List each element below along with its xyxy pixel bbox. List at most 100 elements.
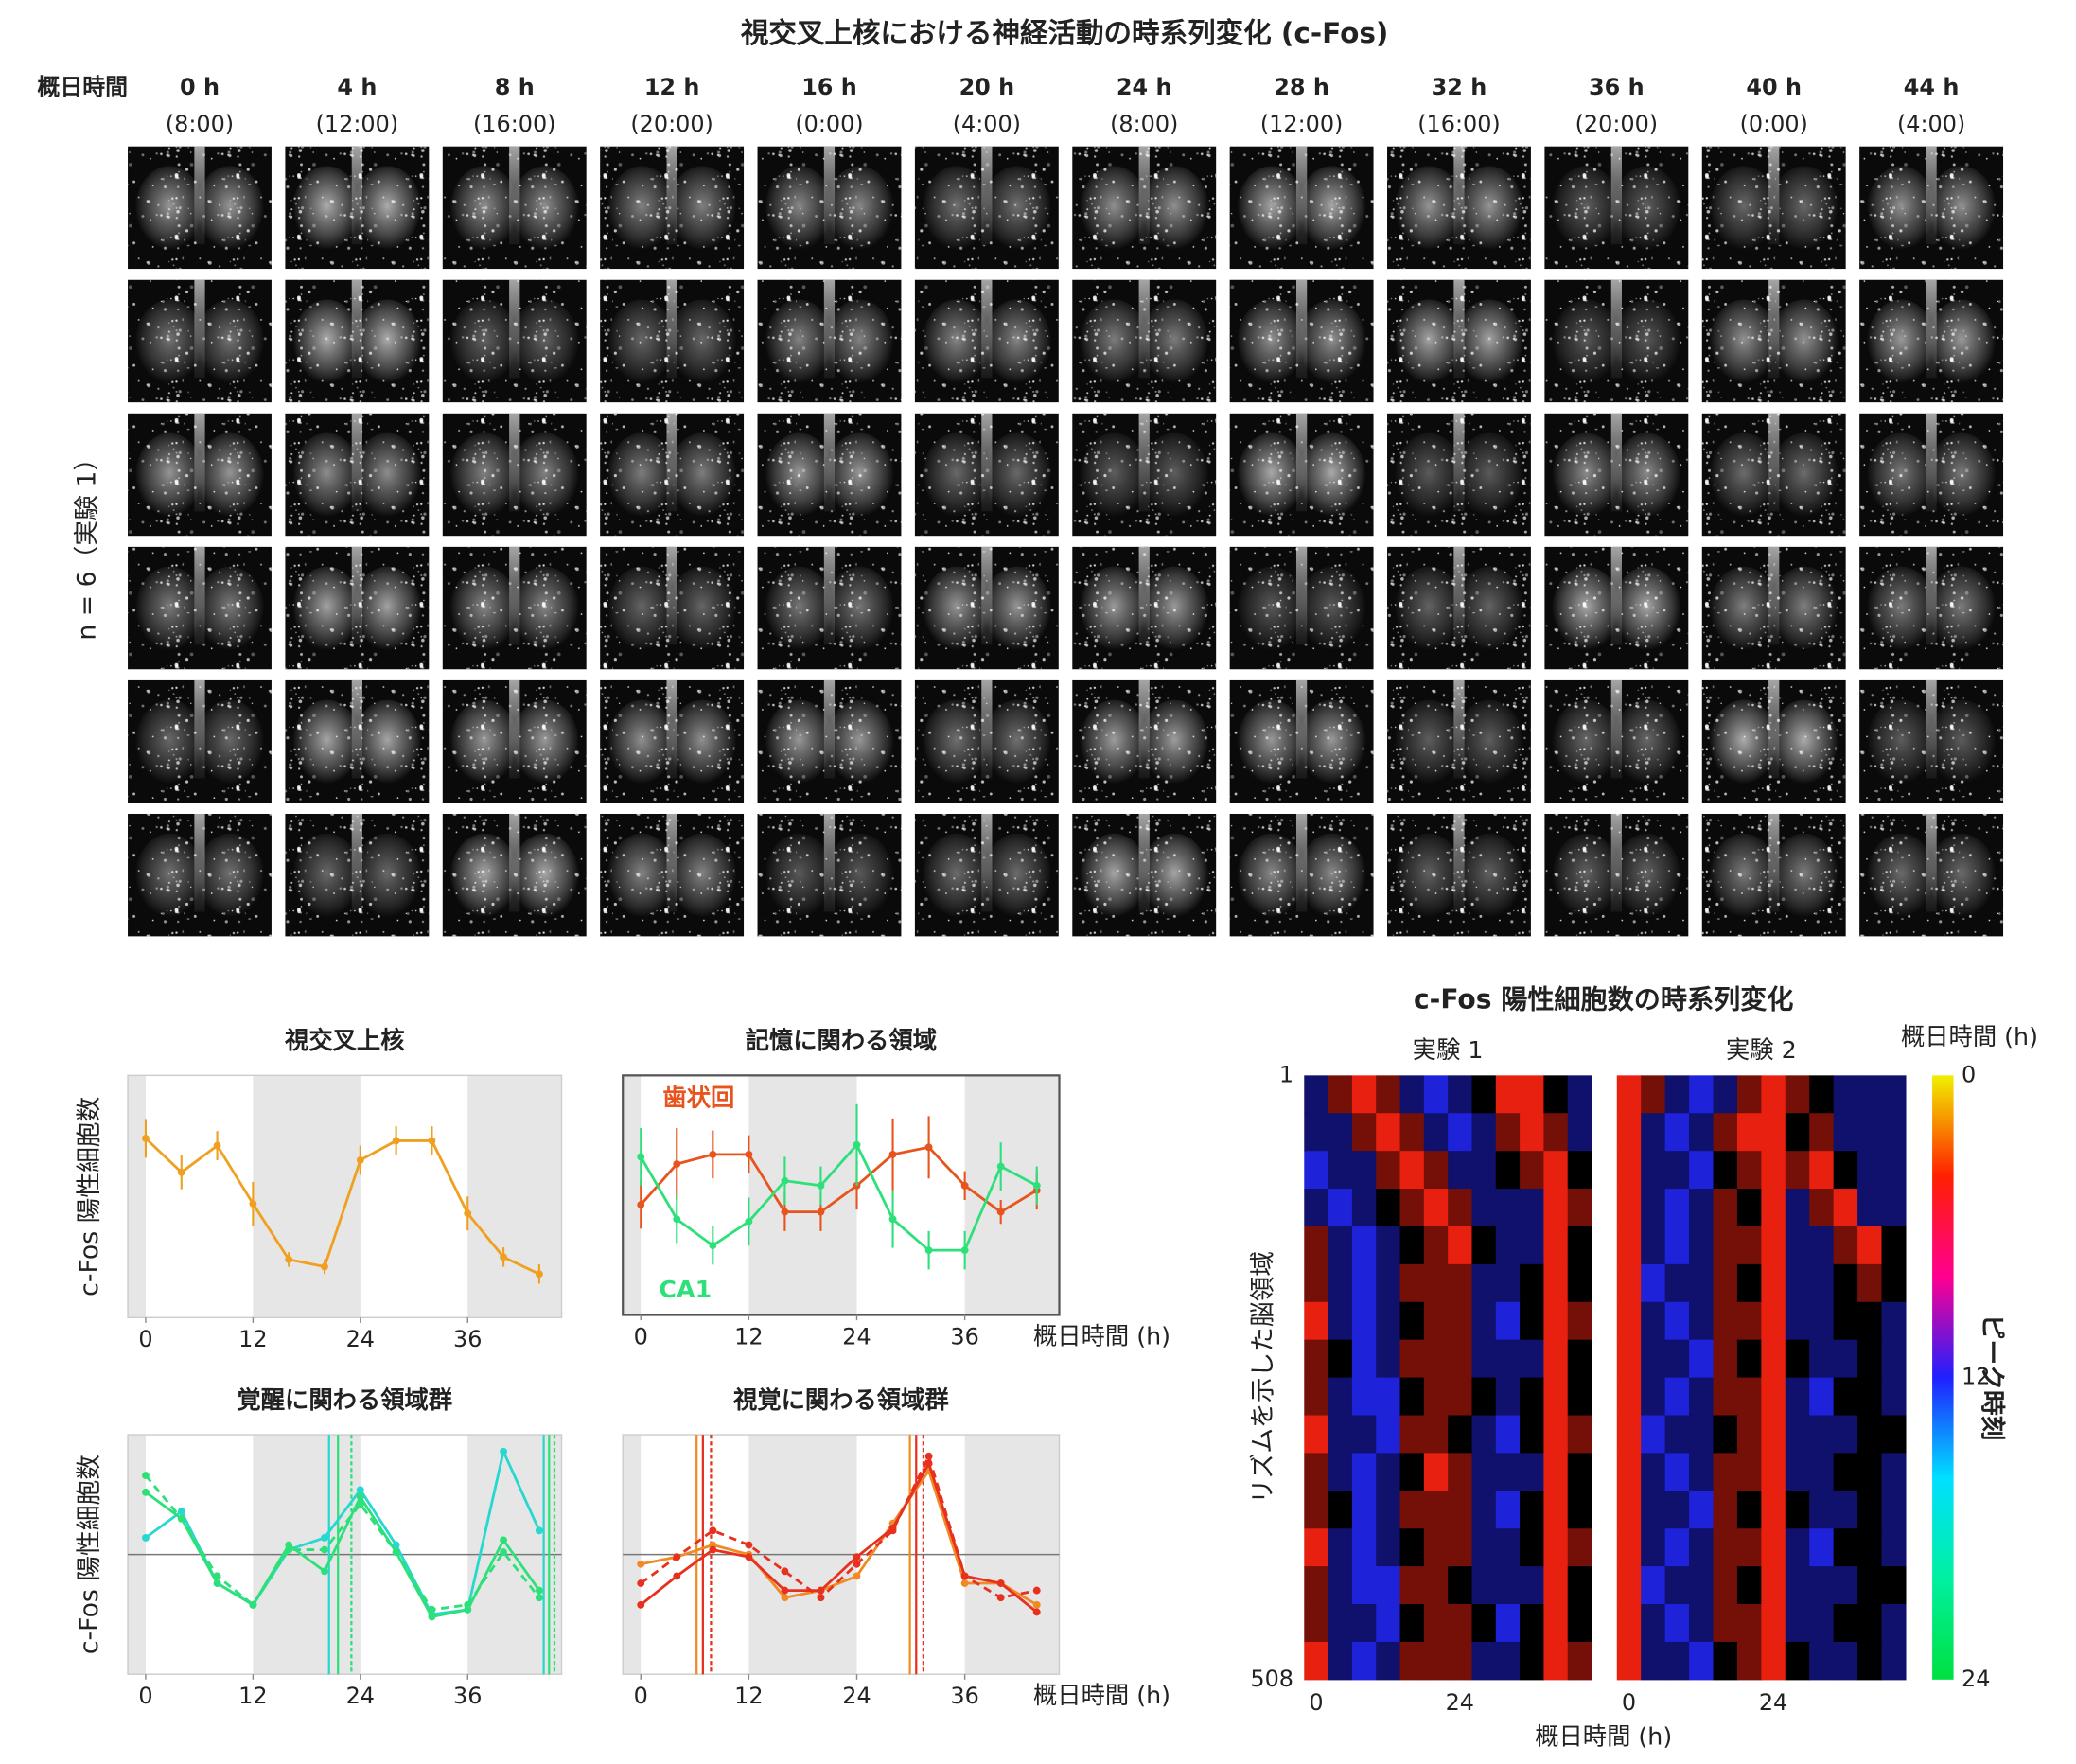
- series-line: [640, 1142, 1038, 1252]
- heat-cell: [1543, 1151, 1569, 1190]
- x-tick-label: 24: [842, 1683, 871, 1709]
- figure-title: 視交叉上核における神経活動の時系列変化 (c-Fos): [741, 17, 1389, 49]
- series-line: [144, 1137, 540, 1276]
- heat-cell: [1520, 1189, 1544, 1227]
- heat-cell: [1641, 1604, 1666, 1643]
- heat-cell: [1857, 1641, 1883, 1681]
- heat-cell: [1351, 1453, 1377, 1491]
- heat-cell: [1520, 1113, 1544, 1152]
- speckles: [442, 279, 587, 403]
- series-line: [640, 1145, 1038, 1214]
- x-tick-label: 24: [842, 1323, 871, 1349]
- heat-cell: [1833, 1113, 1858, 1152]
- speckles: [757, 679, 902, 803]
- heat-cell: [1713, 1301, 1738, 1341]
- data-point: [960, 1246, 969, 1255]
- heat-cell: [1376, 1189, 1401, 1227]
- column-clock: (12:00): [316, 111, 399, 137]
- heat-cell: [1689, 1339, 1715, 1379]
- heat-cell: [1641, 1415, 1666, 1454]
- series-label: 歯状回: [662, 1085, 734, 1112]
- heat-cell: [1328, 1491, 1353, 1529]
- heat-cell: [1785, 1189, 1810, 1227]
- heat-cell: [1833, 1226, 1858, 1265]
- heat-cell: [1736, 1453, 1762, 1491]
- heat-cell: [1857, 1189, 1883, 1227]
- data-point: [142, 1134, 150, 1142]
- heat-cell: [1689, 1075, 1715, 1114]
- heat-cell: [1857, 1151, 1883, 1190]
- data-point: [781, 1594, 789, 1602]
- speckles: [442, 546, 587, 670]
- night-shade: [623, 1075, 642, 1315]
- heat-cell: [1641, 1339, 1666, 1379]
- heat-cell: [1328, 1641, 1353, 1681]
- heat-cell: [1471, 1453, 1497, 1491]
- speckles: [600, 813, 745, 937]
- speckles: [914, 279, 1059, 403]
- heat-cell: [1520, 1528, 1544, 1567]
- speckles: [442, 413, 587, 537]
- heat-cell: [1328, 1301, 1353, 1341]
- speckles: [128, 813, 272, 937]
- data-point: [464, 1209, 472, 1218]
- column-clock: (12:00): [1260, 111, 1343, 137]
- data-point: [637, 1201, 645, 1208]
- heat-cell: [1495, 1263, 1521, 1303]
- heat-cell: [1664, 1528, 1690, 1567]
- data-point: [817, 1586, 825, 1595]
- heat-cell: [1543, 1263, 1569, 1303]
- speckles: [1701, 813, 1846, 937]
- heat-cell: [1689, 1604, 1715, 1643]
- heat-cell: [1785, 1453, 1810, 1491]
- data-point: [673, 1215, 681, 1224]
- heat-cell: [1423, 1075, 1449, 1114]
- micrograph: [285, 546, 430, 670]
- heat-cell: [1520, 1566, 1544, 1605]
- speckles: [1229, 279, 1374, 403]
- plot-frame: [622, 1074, 1061, 1316]
- speckles: [1229, 546, 1374, 670]
- speckles: [757, 279, 902, 403]
- heat-cell: [1351, 1604, 1377, 1643]
- heat-cell: [1857, 1491, 1883, 1529]
- heat-cell: [1399, 1604, 1425, 1643]
- heat-cell: [1833, 1491, 1858, 1529]
- speckles: [600, 679, 745, 803]
- micrograph: [914, 813, 1059, 937]
- speckles: [1859, 146, 2004, 270]
- heat-cell: [1616, 1566, 1642, 1605]
- heat-cell: [1399, 1263, 1425, 1303]
- speckles: [1859, 546, 2004, 670]
- heat-cell: [1328, 1339, 1353, 1379]
- data-point: [213, 1572, 221, 1580]
- heat-cell: [1881, 1151, 1907, 1190]
- micrograph: [442, 813, 587, 937]
- column-clock: (20:00): [630, 111, 713, 137]
- micrograph: [285, 813, 430, 937]
- heat-cell: [1736, 1189, 1762, 1227]
- heat-cell: [1304, 1604, 1329, 1643]
- heat-cell: [1567, 1301, 1592, 1341]
- column-clock: (4:00): [953, 111, 1021, 137]
- speckles: [1859, 413, 2004, 537]
- heat-cell: [1785, 1301, 1810, 1341]
- heat-cell: [1641, 1151, 1666, 1190]
- heat-cell: [1543, 1075, 1569, 1114]
- heat-cell: [1448, 1377, 1473, 1417]
- heat-cell: [1471, 1189, 1497, 1227]
- heat-cell: [1423, 1189, 1449, 1227]
- heat-cell: [1809, 1075, 1835, 1114]
- x-tick-label: 12: [734, 1323, 763, 1349]
- heat-cell: [1399, 1075, 1425, 1114]
- micrograph: [1701, 279, 1846, 403]
- micrograph: [1544, 413, 1689, 537]
- data-point: [392, 1541, 400, 1549]
- heat-cell: [1376, 1604, 1401, 1643]
- heat-cell: [1304, 1491, 1329, 1529]
- heat-cell: [1471, 1491, 1497, 1529]
- micrograph: [1544, 679, 1689, 803]
- heat-cell: [1736, 1491, 1762, 1529]
- heat-cell: [1399, 1415, 1425, 1454]
- column-hour: 0 h: [180, 74, 220, 100]
